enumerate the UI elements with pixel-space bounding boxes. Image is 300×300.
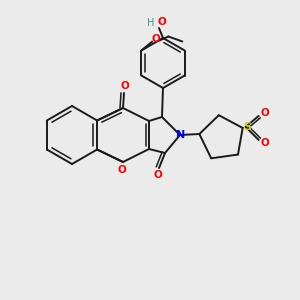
- Text: O: O: [121, 81, 129, 91]
- Text: N: N: [176, 130, 186, 140]
- Text: O: O: [158, 17, 166, 27]
- Text: O: O: [118, 165, 126, 175]
- Text: O: O: [154, 170, 162, 180]
- Text: S: S: [244, 122, 252, 132]
- Text: O: O: [260, 138, 269, 148]
- Text: O: O: [260, 108, 269, 118]
- Text: O: O: [152, 34, 161, 44]
- Text: H: H: [147, 18, 155, 28]
